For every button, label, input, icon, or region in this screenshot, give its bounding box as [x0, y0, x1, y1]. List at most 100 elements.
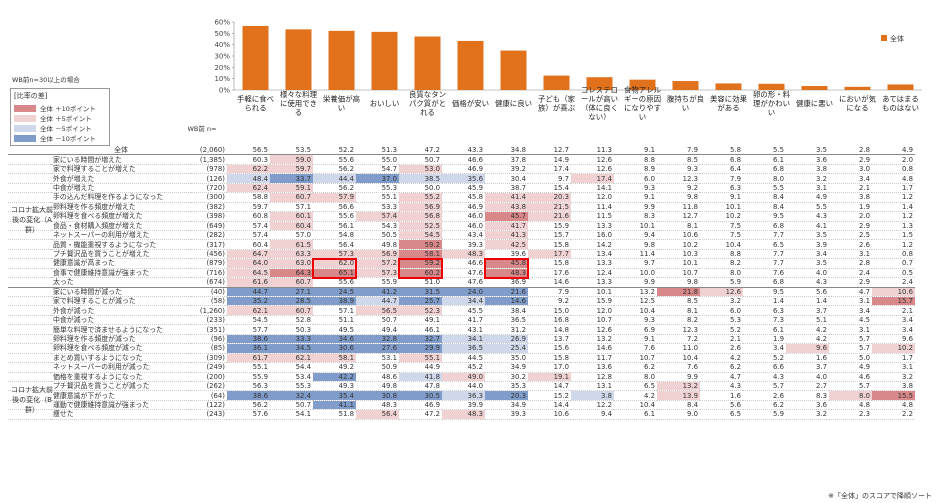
value-cell: 12.2 [571, 400, 614, 411]
value-cell: 5.7 [829, 334, 872, 345]
value-cell: 53.3 [356, 202, 399, 213]
value-cell: 11.8 [657, 202, 700, 213]
group-cell [8, 211, 51, 222]
value-cell: 49.1 [399, 315, 442, 326]
value-cell: 8.5 [657, 154, 700, 165]
value-cell: 6.8 [743, 164, 786, 175]
value-cell: 7.6 [614, 343, 657, 354]
value-cell: 1.9 [829, 202, 872, 213]
value-cell: 62.2 [227, 164, 270, 175]
row-n: (262) [191, 381, 227, 392]
bar [285, 29, 312, 90]
bar [500, 50, 527, 90]
value-cell: 8.4 [743, 202, 786, 213]
value-cell: 4.3 [743, 372, 786, 382]
row-label: プチ贅沢品を買うことが減った [51, 381, 191, 392]
category-label: 腹持ちが良い [667, 95, 705, 113]
value-cell: 10.3 [657, 249, 700, 260]
value-cell: 60.4 [227, 239, 270, 250]
value-cell: 14.6 [528, 277, 571, 288]
group-cell [8, 258, 51, 269]
bar [543, 75, 570, 90]
value-cell: 47.8 [399, 381, 442, 392]
value-cell: 2.6 [829, 239, 872, 250]
value-cell: 9.1 [614, 192, 657, 203]
value-cell: 9.1 [700, 192, 743, 203]
value-cell: 3.2 [786, 173, 829, 184]
value-cell: 44.5 [442, 353, 485, 364]
value-cell: 38.7 [485, 183, 528, 194]
value-cell: 0.8 [872, 164, 915, 175]
y-tick-label: 50% [214, 30, 230, 38]
value-cell: 33.7 [270, 173, 313, 184]
value-cell: 2.9 [829, 221, 872, 231]
value-cell: 13.4 [571, 249, 614, 260]
value-cell: 15.4 [528, 183, 571, 194]
value-cell: 8.0 [743, 173, 786, 184]
value-cell: 55.1 [399, 353, 442, 364]
value-cell: 6.1 [743, 324, 786, 335]
category-label: 健康に悪い [796, 99, 833, 108]
category-label: においが気になる [839, 95, 877, 113]
value-cell: 6.2 [743, 400, 786, 411]
row-label: 家で料理することが増えた [51, 164, 191, 175]
bar [586, 77, 613, 90]
value-cell: 43.4 [442, 230, 485, 241]
value-cell: 3.8 [829, 192, 872, 203]
group-cell [8, 202, 51, 213]
value-cell: 9.6 [786, 343, 829, 354]
table-row: 健康意識が下がった (64) 38.6 32.4 35.4 30.8 30.5 36.3 20.… [8, 390, 915, 401]
value-cell: 56.1 [313, 221, 356, 231]
value-cell: 56.2 [313, 183, 356, 194]
value-cell: 13.2 [571, 334, 614, 345]
row-n: (122) [191, 400, 227, 411]
group-cell [8, 305, 51, 316]
value-cell: 3.1 [786, 183, 829, 194]
value-cell: 57.4 [356, 211, 399, 222]
category-label: おいしい [370, 99, 400, 108]
bar [758, 83, 785, 90]
category-label: 健康に良い [495, 99, 532, 108]
value-cell: 45.2 [442, 362, 485, 373]
value-cell: 9.2 [657, 183, 700, 194]
value-cell: 10.6 [872, 287, 915, 298]
value-cell: 46.9 [442, 164, 485, 175]
row-n: (309) [191, 353, 227, 364]
value-cell: 9.9 [614, 277, 657, 288]
row-label: 全体 [51, 146, 191, 156]
row-label: 食品・食材購入頻度が増えた [51, 221, 191, 231]
value-cell: 53.5 [270, 146, 313, 156]
value-cell: 15.8 [528, 239, 571, 250]
value-cell: 46.1 [399, 324, 442, 335]
value-cell: 61.7 [227, 353, 270, 364]
value-cell: 4.2 [786, 324, 829, 335]
value-cell: 12.6 [571, 164, 614, 175]
value-cell: 5.7 [829, 381, 872, 392]
row-label: プチ贅沢品を買うことが増えた [51, 249, 191, 260]
value-cell: 54.5 [399, 230, 442, 241]
value-cell: 15.7 [872, 296, 915, 307]
value-cell: 50.7 [399, 154, 442, 165]
value-cell: 17.7 [528, 249, 571, 260]
table-row: 簡単な料理で済ませるようになった (351) 57.7 50.3 49.5 49.4 46.… [8, 324, 915, 335]
value-cell: 3.7 [786, 362, 829, 373]
group-cell [8, 353, 51, 364]
value-cell: 20.3 [528, 192, 571, 203]
category-label: 様々な料理に使用できる [280, 90, 318, 117]
value-cell: 12.7 [657, 211, 700, 222]
value-cell: 3.9 [786, 239, 829, 250]
value-cell: 10.4 [614, 400, 657, 411]
bar [629, 79, 656, 90]
value-cell: 13.7 [528, 334, 571, 345]
value-cell: 10.7 [571, 315, 614, 326]
group-cell [8, 146, 51, 156]
value-cell: 10.2 [657, 239, 700, 250]
value-cell: 6.3 [700, 183, 743, 194]
value-cell: 2.2 [872, 409, 915, 420]
value-cell: 11.0 [657, 343, 700, 354]
value-cell: 3.5 [786, 230, 829, 241]
value-cell: 52.2 [313, 146, 356, 156]
value-cell: 13.2 [657, 381, 700, 392]
value-cell: 48.4 [227, 173, 270, 184]
group-cell [8, 192, 51, 203]
